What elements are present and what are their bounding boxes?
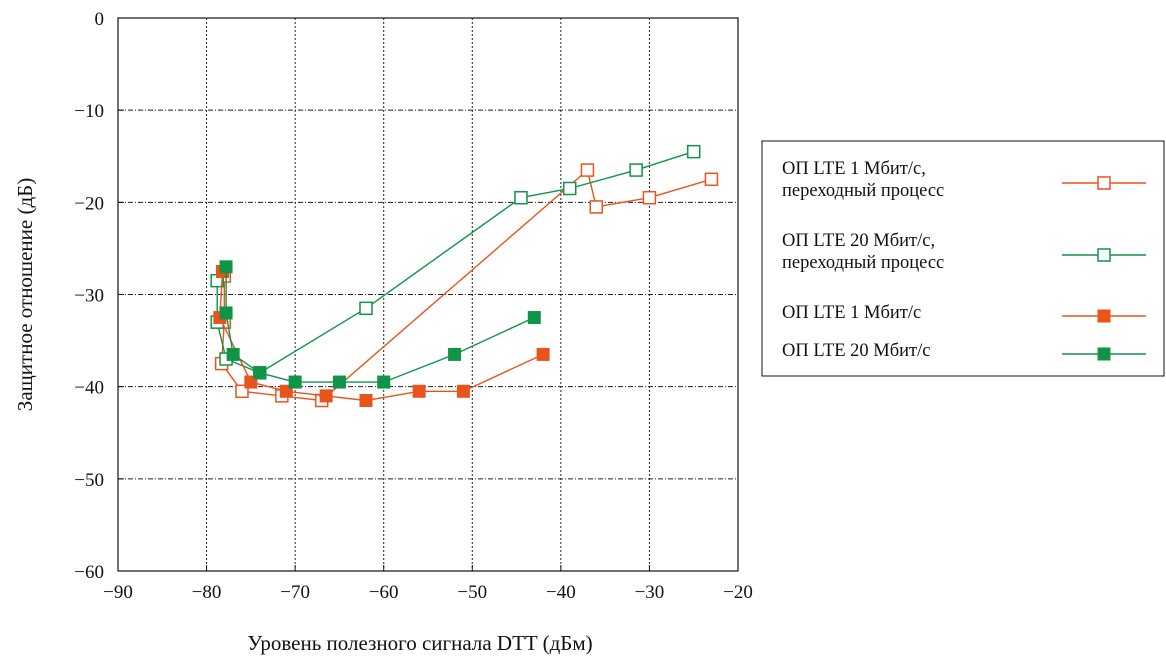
y-tick-label-5: −50 (74, 470, 104, 491)
series-1-line (216, 150, 694, 374)
y-tick-label-2: −20 (74, 193, 104, 214)
x-tick-label-4: −50 (457, 582, 487, 603)
legend-entry-1: ОП LTE 20 Мбит/с,переходный процесс (782, 231, 1146, 273)
series-3 (219, 260, 541, 389)
legend-frame (761, 140, 1165, 377)
series-1-point-8 (686, 144, 701, 159)
legend-label-3-0: ОП LTE 20 Мбит/с (782, 341, 931, 361)
series-0 (214, 163, 719, 408)
series-3-point-7 (448, 347, 462, 361)
series-2-point-4 (319, 389, 333, 403)
x-tick-label-5: −40 (546, 582, 576, 603)
series-3-point-3 (253, 366, 267, 380)
grid-layer (118, 18, 738, 571)
legend-marker-3 (1097, 347, 1111, 361)
x-tick-label-0: −90 (103, 582, 133, 603)
x-tick-label-3: −60 (369, 582, 399, 603)
x-tick-label-7: −20 (723, 582, 753, 603)
y-axis-title: Защитное отношение (дБ) (13, 178, 37, 411)
y-tick-label-0: 0 (95, 9, 105, 30)
y-tick-label-4: −40 (74, 378, 104, 399)
y-tick-label-6: −60 (74, 562, 104, 583)
series-layer (210, 144, 719, 408)
x-tick-label-2: −70 (280, 582, 310, 603)
y-tick-label-1: −10 (74, 101, 104, 122)
series-1-point-7 (629, 163, 643, 177)
legend-entry-3: ОП LTE 20 Мбит/с (782, 341, 1146, 361)
series-0-line (220, 168, 712, 402)
series-2-point-7 (456, 384, 470, 398)
series-0-point-8 (642, 190, 657, 205)
y-tick-label-3: −30 (74, 286, 104, 307)
legend-label-1-0: ОП LTE 20 Мбит/с, (782, 231, 935, 251)
series-1 (210, 144, 701, 380)
series-0-point-6 (580, 163, 595, 177)
series-2-point-8 (536, 347, 550, 361)
x-tick-label-6: −30 (635, 582, 665, 603)
series-3-point-0 (219, 260, 233, 274)
series-3-point-6 (377, 375, 391, 389)
series-3-point-1 (219, 306, 233, 320)
legend-label-0-1: переходный процесс (782, 181, 944, 201)
series-0-point-9 (704, 172, 719, 187)
series-0-point-7 (589, 200, 604, 214)
series-2-point-6 (412, 384, 426, 398)
series-1-point-5 (514, 190, 528, 205)
legend-entry-2: ОП LTE 1 Мбит/с (782, 303, 1146, 323)
legend-marker-0 (1097, 176, 1111, 190)
legend-label-2-0: ОП LTE 1 Мбит/с (782, 303, 921, 323)
legend-label-1-1: переходный процесс (782, 253, 944, 273)
legend-label-0-0: ОП LTE 1 Мбит/с, (782, 159, 926, 179)
legend-entry-0: ОП LTE 1 Мбит/с,переходный процесс (782, 159, 1146, 201)
series-1-point-4 (359, 301, 373, 316)
series-3-point-4 (288, 375, 302, 389)
series-2 (213, 264, 550, 407)
legend-marker-1 (1097, 248, 1111, 262)
series-1-point-6 (562, 181, 577, 196)
series-3-point-8 (527, 311, 541, 325)
x-axis-title: Уровень полезного сигнала DTT (дБм) (247, 631, 592, 655)
ticks-layer: −90 −80 −70 −60 −50 −40 −30 −20 0 −10 −20 −30 −40 −50… (74, 9, 753, 603)
series-3-point-2 (226, 347, 240, 361)
series-2-point-5 (359, 393, 373, 407)
series-3-point-5 (332, 375, 346, 389)
x-tick-label-1: −80 (192, 582, 222, 603)
legend-marker-2 (1097, 309, 1111, 323)
